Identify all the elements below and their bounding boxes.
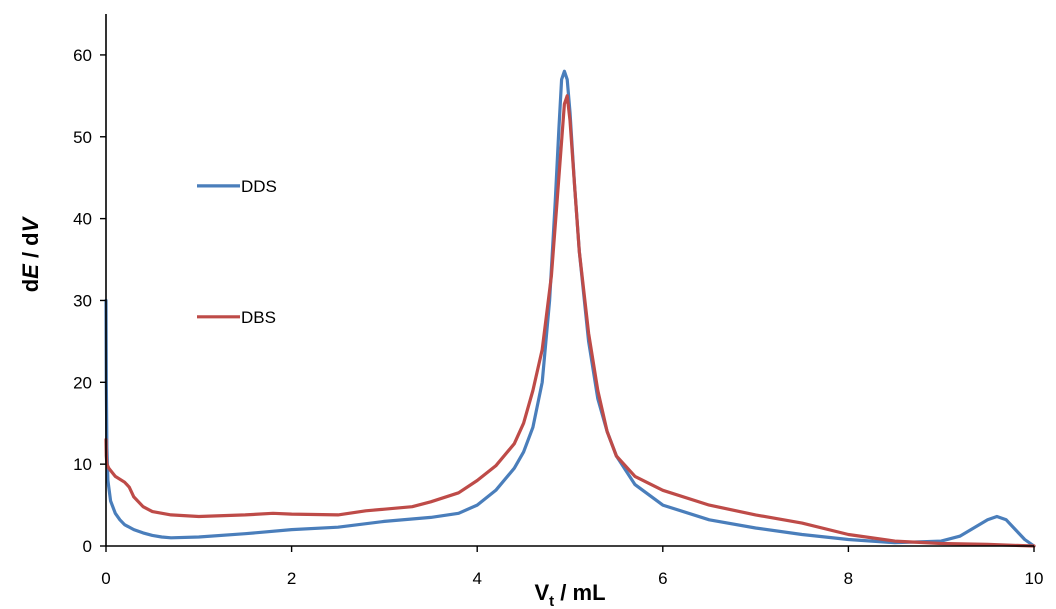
y-tick-label: 0 <box>83 537 92 556</box>
x-tick-label: 6 <box>658 569 667 588</box>
series-line-dbs <box>104 94 1036 548</box>
y-tick-label: 20 <box>73 373 92 392</box>
plot-lines <box>104 69 1036 548</box>
x-axis-title-main: V <box>534 580 549 605</box>
x-axis-title: Vt / mL <box>534 580 605 609</box>
y-axis-title-d: d <box>18 279 43 292</box>
x-axis-title-subscript: t <box>549 593 554 609</box>
y-tick-label: 10 <box>73 455 92 474</box>
x-axis-title-rest: / mL <box>554 580 605 605</box>
y-tick-label: 30 <box>73 291 92 310</box>
ticks: 0 10 20 30 40 50 60 0 2 4 6 8 10 <box>73 46 1043 588</box>
legend: DDS DBS <box>197 177 277 327</box>
x-tick-label: 0 <box>101 569 110 588</box>
x-tick-label: 10 <box>1025 569 1044 588</box>
y-axis-title-e: E <box>18 263 43 279</box>
x-tick-label: 2 <box>287 569 296 588</box>
legend-label-dbs: DBS <box>241 308 276 327</box>
y-tick-label: 60 <box>73 46 92 65</box>
legend-label-dds: DDS <box>241 177 277 196</box>
y-tick-label: 40 <box>73 210 92 229</box>
y-tick-label: 50 <box>73 128 92 147</box>
axes <box>105 14 1034 547</box>
x-tick-label: 4 <box>472 569 481 588</box>
y-axis-title: dE / dV <box>18 215 43 292</box>
x-tick-label: 8 <box>844 569 853 588</box>
y-axis-title-sep: / d <box>18 232 43 264</box>
y-axis-title-v: V <box>18 215 43 232</box>
